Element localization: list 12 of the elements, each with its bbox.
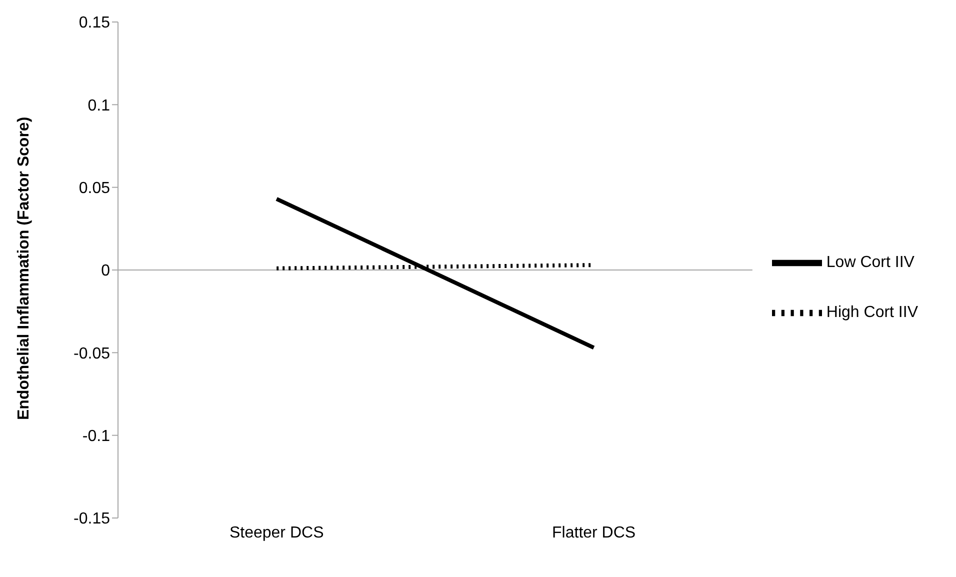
y-tick-label: -0.1 (82, 428, 110, 446)
y-tick-label: 0.15 (78, 14, 110, 32)
y-axis-title: Endothelial Inflammation (Factor Score) (16, 116, 33, 420)
x-tick-label: Steeper DCS (229, 524, 324, 542)
y-tick-label: 0.1 (88, 97, 110, 114)
x-tick-label: Flatter DCS (552, 524, 636, 542)
y-tick-label: -0.05 (74, 345, 110, 362)
legend-label: High Cort IIV (826, 304, 918, 322)
legend-label: Low Cort IIV (826, 254, 914, 272)
y-tick-label: 0.05 (78, 180, 110, 198)
y-tick-label: 0 (101, 262, 110, 280)
y-tick-label: -0.15 (74, 510, 110, 528)
